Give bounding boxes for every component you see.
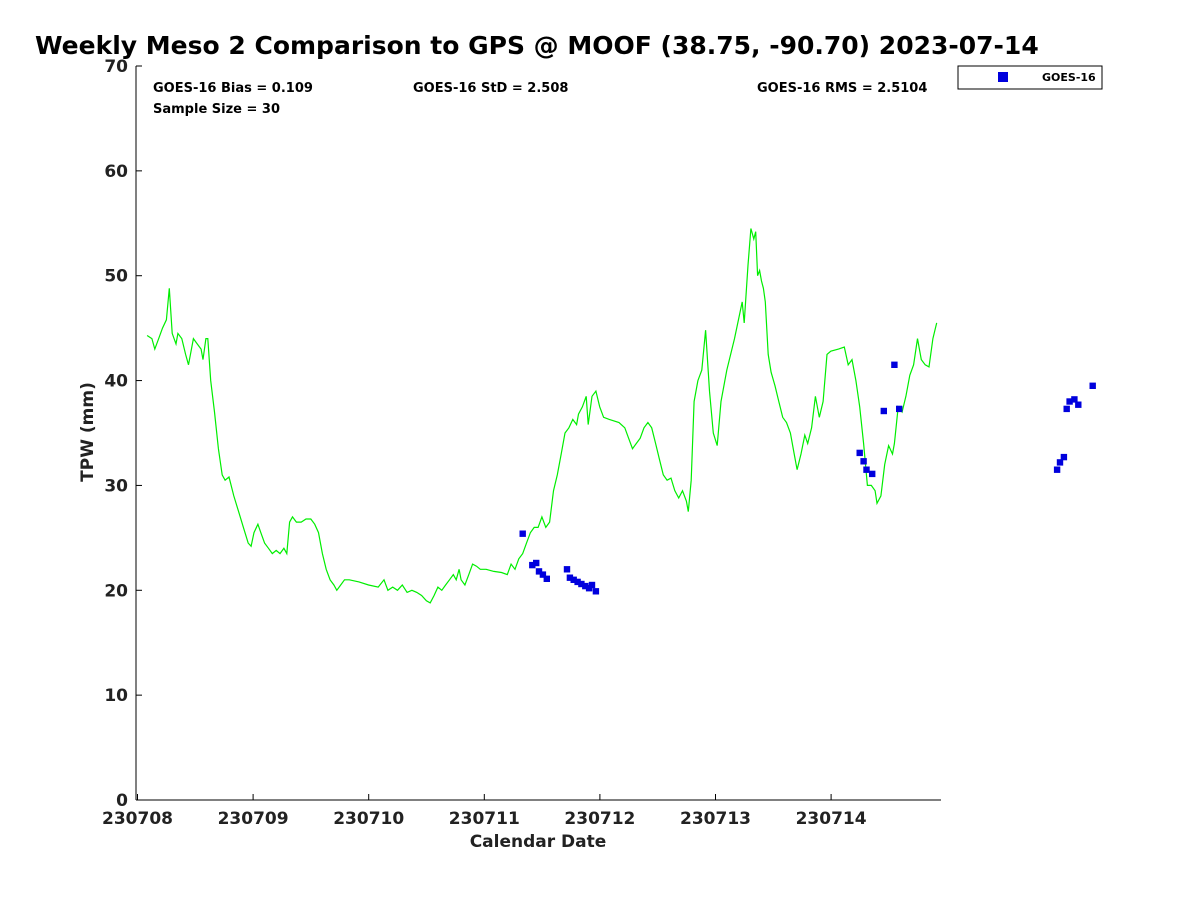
y-tick-label: 10 [104, 686, 128, 706]
goes16-point [535, 568, 543, 575]
x-axis-label: Calendar Date [470, 832, 607, 852]
goes16-point [863, 466, 870, 473]
goes16-point [1066, 398, 1073, 405]
x-tick-label: 230713 [680, 809, 751, 829]
goes16-point [1089, 382, 1096, 389]
sample-size-stat: Sample Size = 30 [153, 102, 280, 117]
goes16-point [856, 449, 863, 457]
y-tick-label: 70 [104, 57, 128, 77]
plot-series [146, 228, 1096, 604]
x-tick-label: 230709 [218, 809, 289, 829]
plot-axes [135, 66, 941, 801]
goes16-point [582, 582, 589, 590]
legend-marker [998, 72, 1008, 82]
goes16-point [891, 361, 898, 368]
goes16-point [566, 574, 574, 581]
goes16-point [860, 458, 867, 465]
y-tick-label: 0 [116, 791, 128, 811]
x-tick-label: 230714 [796, 809, 867, 829]
goes16-point [1075, 401, 1082, 408]
x-tick-label: 230708 [102, 809, 173, 829]
chart-title: Weekly Meso 2 Comparison to GPS @ MOOF (… [35, 31, 1039, 60]
bias-stat: GOES-16 Bias = 0.109 [153, 81, 313, 96]
y-tick-label: 60 [104, 162, 128, 182]
goes16-point [1063, 405, 1070, 413]
gps-tpw-line [146, 228, 938, 604]
goes16-point [570, 576, 577, 583]
legend-box [957, 65, 1103, 90]
goes16-point [533, 559, 540, 567]
axis-ticks: 0 10 20 30 40 50 60 70 230708 230709 230710 230711 2… [102, 57, 867, 829]
x-tick-label: 230711 [449, 809, 520, 829]
goes16-point [519, 530, 526, 537]
legend: GOES-16 [957, 65, 1103, 90]
goes16-point [1071, 396, 1078, 403]
y-tick-label: 50 [104, 267, 128, 287]
x-tick-label: 230710 [333, 809, 404, 829]
std-stat: GOES-16 StD = 2.508 [413, 81, 568, 96]
legend-label: GOES-16 [1042, 71, 1096, 84]
y-tick-label: 20 [104, 581, 128, 601]
y-tick-label: 30 [104, 476, 128, 496]
x-tick-label: 230712 [564, 809, 635, 829]
goes16-point [529, 561, 536, 569]
goes16-point [1053, 466, 1061, 473]
goes16-point [588, 581, 596, 589]
goes16-point [543, 575, 550, 582]
y-tick-label: 40 [104, 372, 128, 392]
y-axis-label: TPW (mm) [78, 382, 98, 482]
goes16-point [574, 578, 581, 586]
goes16-point [592, 588, 600, 595]
goes16-point [1056, 459, 1064, 466]
goes16-point [539, 571, 547, 578]
goes16-point [1060, 453, 1068, 461]
goes16-point [563, 566, 571, 573]
goes16-point [578, 580, 585, 588]
goes16-point [869, 470, 876, 478]
rms-stat: GOES-16 RMS = 2.5104 [757, 81, 927, 96]
goes16-point [880, 407, 887, 415]
goes16-point [896, 405, 903, 413]
